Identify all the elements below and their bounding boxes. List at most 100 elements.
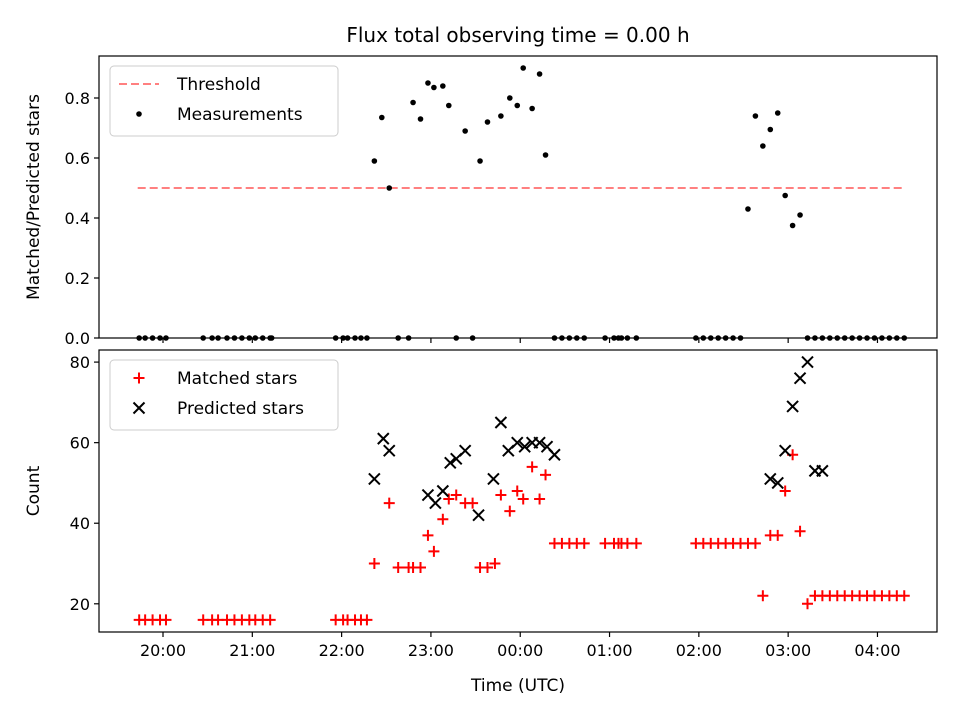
data-point [392,562,404,574]
data-point [481,562,493,574]
legend-label: Threshold [176,75,261,95]
x-tick-label: 01:00 [586,641,632,660]
legend-box [109,65,339,137]
data-point [436,484,450,498]
data-point [477,158,483,164]
data-point [578,537,590,549]
data-point [264,614,276,626]
data-point [368,472,381,486]
data-point [548,448,561,461]
legend-label: Predicted stars [177,399,304,419]
data-point [368,558,380,570]
y-tick-label: 40 [70,514,90,533]
data-point [489,558,501,570]
data-point [518,440,531,453]
data-point [778,444,792,457]
data-point [782,192,788,199]
data-point [386,185,393,191]
data-point [511,485,523,497]
x-tick-label: 21:00 [229,641,275,660]
data-point [771,476,784,490]
data-point [431,84,437,91]
y-tick-label: 0.2 [65,269,90,288]
data-point [445,102,452,109]
data-point [789,222,796,229]
y-tick-label: 0.4 [65,209,90,228]
data-point [444,456,457,470]
legend: Matched stars Predicted stars [109,359,339,431]
x-axis-label: Time (UTC) [470,676,565,696]
data-point [458,444,472,457]
legend-label: Matched stars [177,369,297,389]
x-tick-label: 03:00 [765,641,811,660]
data-point [511,436,524,449]
x-tick-label: 20:00 [140,641,186,660]
axes-frame [98,349,938,633]
data-point [794,525,806,537]
data-point [484,119,491,125]
axes-frame [98,55,938,339]
data-point [520,65,527,71]
x-tick-label: 23:00 [408,641,454,660]
data-point [361,614,373,626]
data-point [630,537,642,549]
data-point [504,505,516,517]
data-point [536,71,543,77]
data-point [383,444,396,457]
data-point [160,614,172,626]
legend-label: Measurements [177,105,303,125]
y-tick-label: 0.0 [65,329,90,348]
data-point [514,102,521,109]
data-point [417,116,424,122]
data-point [752,113,759,119]
series-predicted-stars [368,355,829,522]
data-point [533,436,546,449]
data-point [774,110,781,116]
data-point [437,513,449,525]
data-point [534,493,546,505]
legend-marker [132,401,146,415]
bottom-panel: 20:00 21:00 22:00 23:00 00:00 01:00 02:00 03:00… [24,349,938,696]
x-tick-label: 02:00 [676,641,722,660]
data-point [797,212,803,218]
data-point [745,206,751,212]
y-axis-label: Matched/Predicted stars [24,94,44,300]
data-point [377,432,390,445]
x-tick-label: 22:00 [319,641,365,660]
data-point [801,355,814,369]
data-point [507,95,513,101]
data-point [472,508,485,522]
data-point [772,529,784,541]
legend: Threshold Measurements [109,65,339,137]
data-point [526,461,538,473]
data-point [749,537,761,549]
data-point [440,83,446,89]
y-tick-label: 60 [70,434,90,453]
y-axis-label: Count [24,465,44,516]
data-point [429,496,442,510]
y-tick-label: 20 [70,595,90,614]
data-point [415,562,427,574]
data-point [764,472,777,486]
data-point [379,114,385,121]
legend-marker [136,111,142,117]
data-point [529,105,535,112]
data-point [793,371,807,385]
data-point [443,493,455,505]
data-point [760,143,766,149]
data-point [898,590,910,602]
data-point [450,489,462,501]
data-point [494,416,508,429]
y-tick-label: 0.8 [65,89,90,108]
legend-box [109,359,339,431]
data-point [495,489,507,501]
data-point [767,126,774,133]
data-point [467,497,479,509]
data-point [422,529,434,541]
data-point [757,590,769,602]
data-point [428,545,440,557]
y-tick-label: 0.6 [65,149,90,168]
series-matched-stars [133,449,910,626]
data-point [517,493,529,505]
